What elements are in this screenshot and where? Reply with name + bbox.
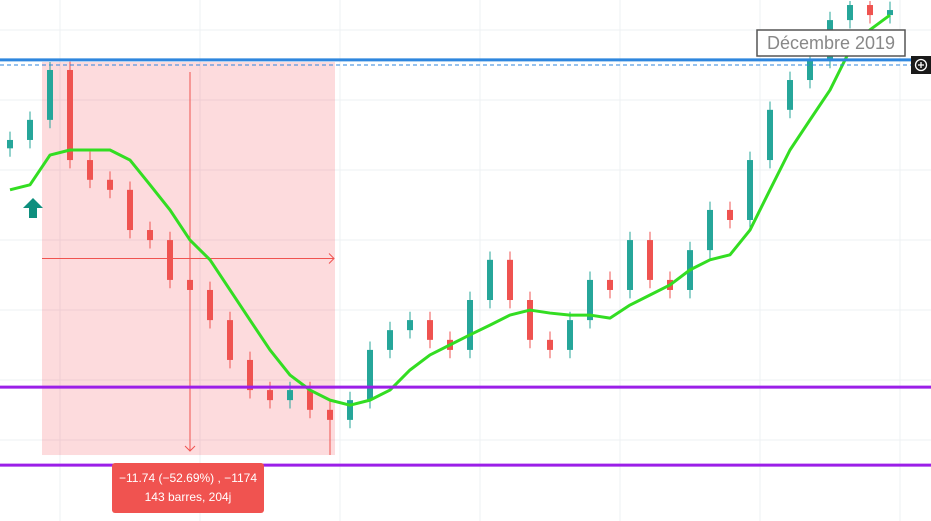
candle-body: [567, 320, 573, 350]
candle-body: [467, 300, 473, 350]
candle-body: [727, 209, 733, 220]
date-label: Décembre 2019: [756, 29, 906, 57]
measure-change: −11.74 (−52.69%) , −1174: [119, 471, 257, 485]
buy-arrow: [23, 198, 43, 218]
candle-body: [507, 259, 513, 301]
candle-body: [247, 359, 253, 391]
candle-body: [327, 409, 333, 420]
candle-body: [67, 69, 73, 161]
candle-body: [367, 349, 373, 401]
moving-average: [9, 13, 891, 407]
candle-body: [147, 230, 153, 241]
measure-span: 143 barres, 204j: [145, 490, 232, 504]
add-button[interactable]: [911, 56, 931, 74]
candle-body: [27, 119, 33, 140]
candle-body: [887, 10, 893, 16]
candle-body: [167, 240, 173, 280]
candle-body: [547, 339, 553, 350]
candle-body: [787, 80, 793, 110]
add-icon-plus[interactable]: [918, 62, 924, 68]
measure-arrow-down: [184, 445, 196, 452]
candle-body: [747, 160, 753, 220]
candle-body: [487, 259, 493, 301]
candle-body: [527, 300, 533, 340]
candle-body: [207, 289, 213, 321]
candle-body: [227, 320, 233, 360]
candle-body: [87, 160, 93, 180]
candle-body: [307, 390, 313, 410]
candle-body: [647, 240, 653, 280]
candle-body: [347, 400, 353, 420]
candle-body: [407, 320, 413, 331]
measure-label: −11.74 (−52.69%) , −1174 143 barres, 204…: [112, 463, 264, 513]
candle-body: [267, 390, 273, 401]
candle-body: [287, 390, 293, 401]
date-label-box: [756, 29, 906, 57]
add-icon[interactable]: [914, 58, 928, 72]
candle-body: [847, 5, 853, 21]
candle-body: [7, 139, 13, 149]
candle-body: [627, 240, 633, 290]
candle-body: [107, 179, 113, 190]
candle-body: [707, 209, 713, 251]
candle-body: [607, 279, 613, 290]
candle-body: [767, 109, 773, 161]
date-label-text: Décembre 2019: [767, 33, 895, 53]
candle-body: [807, 59, 813, 81]
candle-body: [427, 320, 433, 340]
measure-label-box: [112, 463, 264, 513]
candle-body: [867, 5, 873, 16]
candle-body: [387, 330, 393, 350]
candle-body: [587, 279, 593, 321]
candle-body: [127, 189, 133, 231]
candle-body: [187, 279, 193, 290]
measure-arrow-right: [328, 253, 335, 264]
candle-body: [47, 69, 53, 120]
